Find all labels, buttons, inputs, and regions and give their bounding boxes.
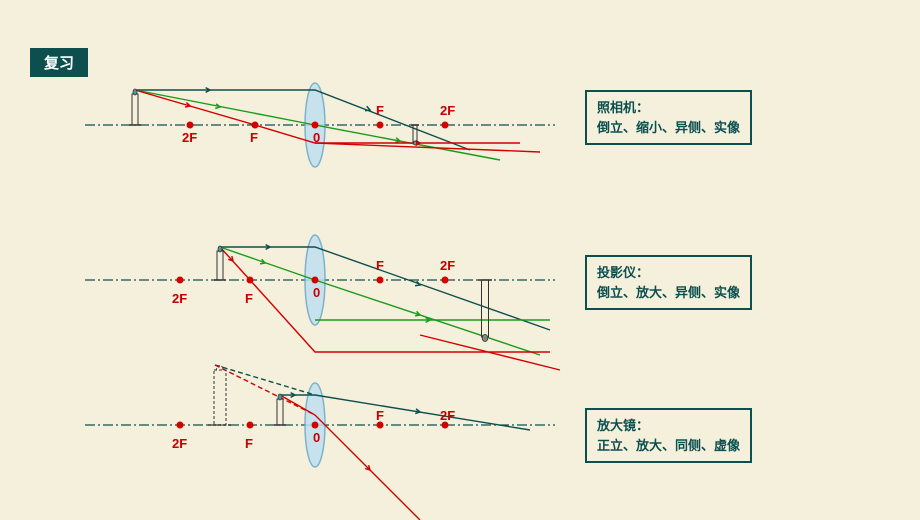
svg-text:2F: 2F <box>182 130 197 145</box>
ray-diagram-0: 2F F 0 F 2F <box>70 70 560 180</box>
svg-text:0: 0 <box>313 130 320 145</box>
svg-text:F: F <box>245 291 253 306</box>
svg-text:2F: 2F <box>440 103 455 118</box>
svg-text:F: F <box>376 408 384 423</box>
svg-text:F: F <box>376 258 384 273</box>
svg-text:2F: 2F <box>440 408 455 423</box>
svg-text:0: 0 <box>313 285 320 300</box>
ray-diagram-1: 2F F 0 F 2F <box>70 225 560 375</box>
description-box-2: 放大镜：正立、放大、同侧、虚像 <box>585 408 752 463</box>
svg-text:2F: 2F <box>440 258 455 273</box>
description-box-1: 投影仪：倒立、放大、异侧、实像 <box>585 255 752 310</box>
svg-text:2F: 2F <box>172 436 187 451</box>
svg-text:0: 0 <box>313 430 320 445</box>
svg-text:F: F <box>245 436 253 451</box>
svg-text:F: F <box>376 103 384 118</box>
svg-text:2F: 2F <box>172 291 187 306</box>
ray-diagram-2: 2F F 0 F 2F <box>70 370 560 520</box>
description-box-0: 照相机：倒立、缩小、异侧、实像 <box>585 90 752 145</box>
svg-text:F: F <box>250 130 258 145</box>
